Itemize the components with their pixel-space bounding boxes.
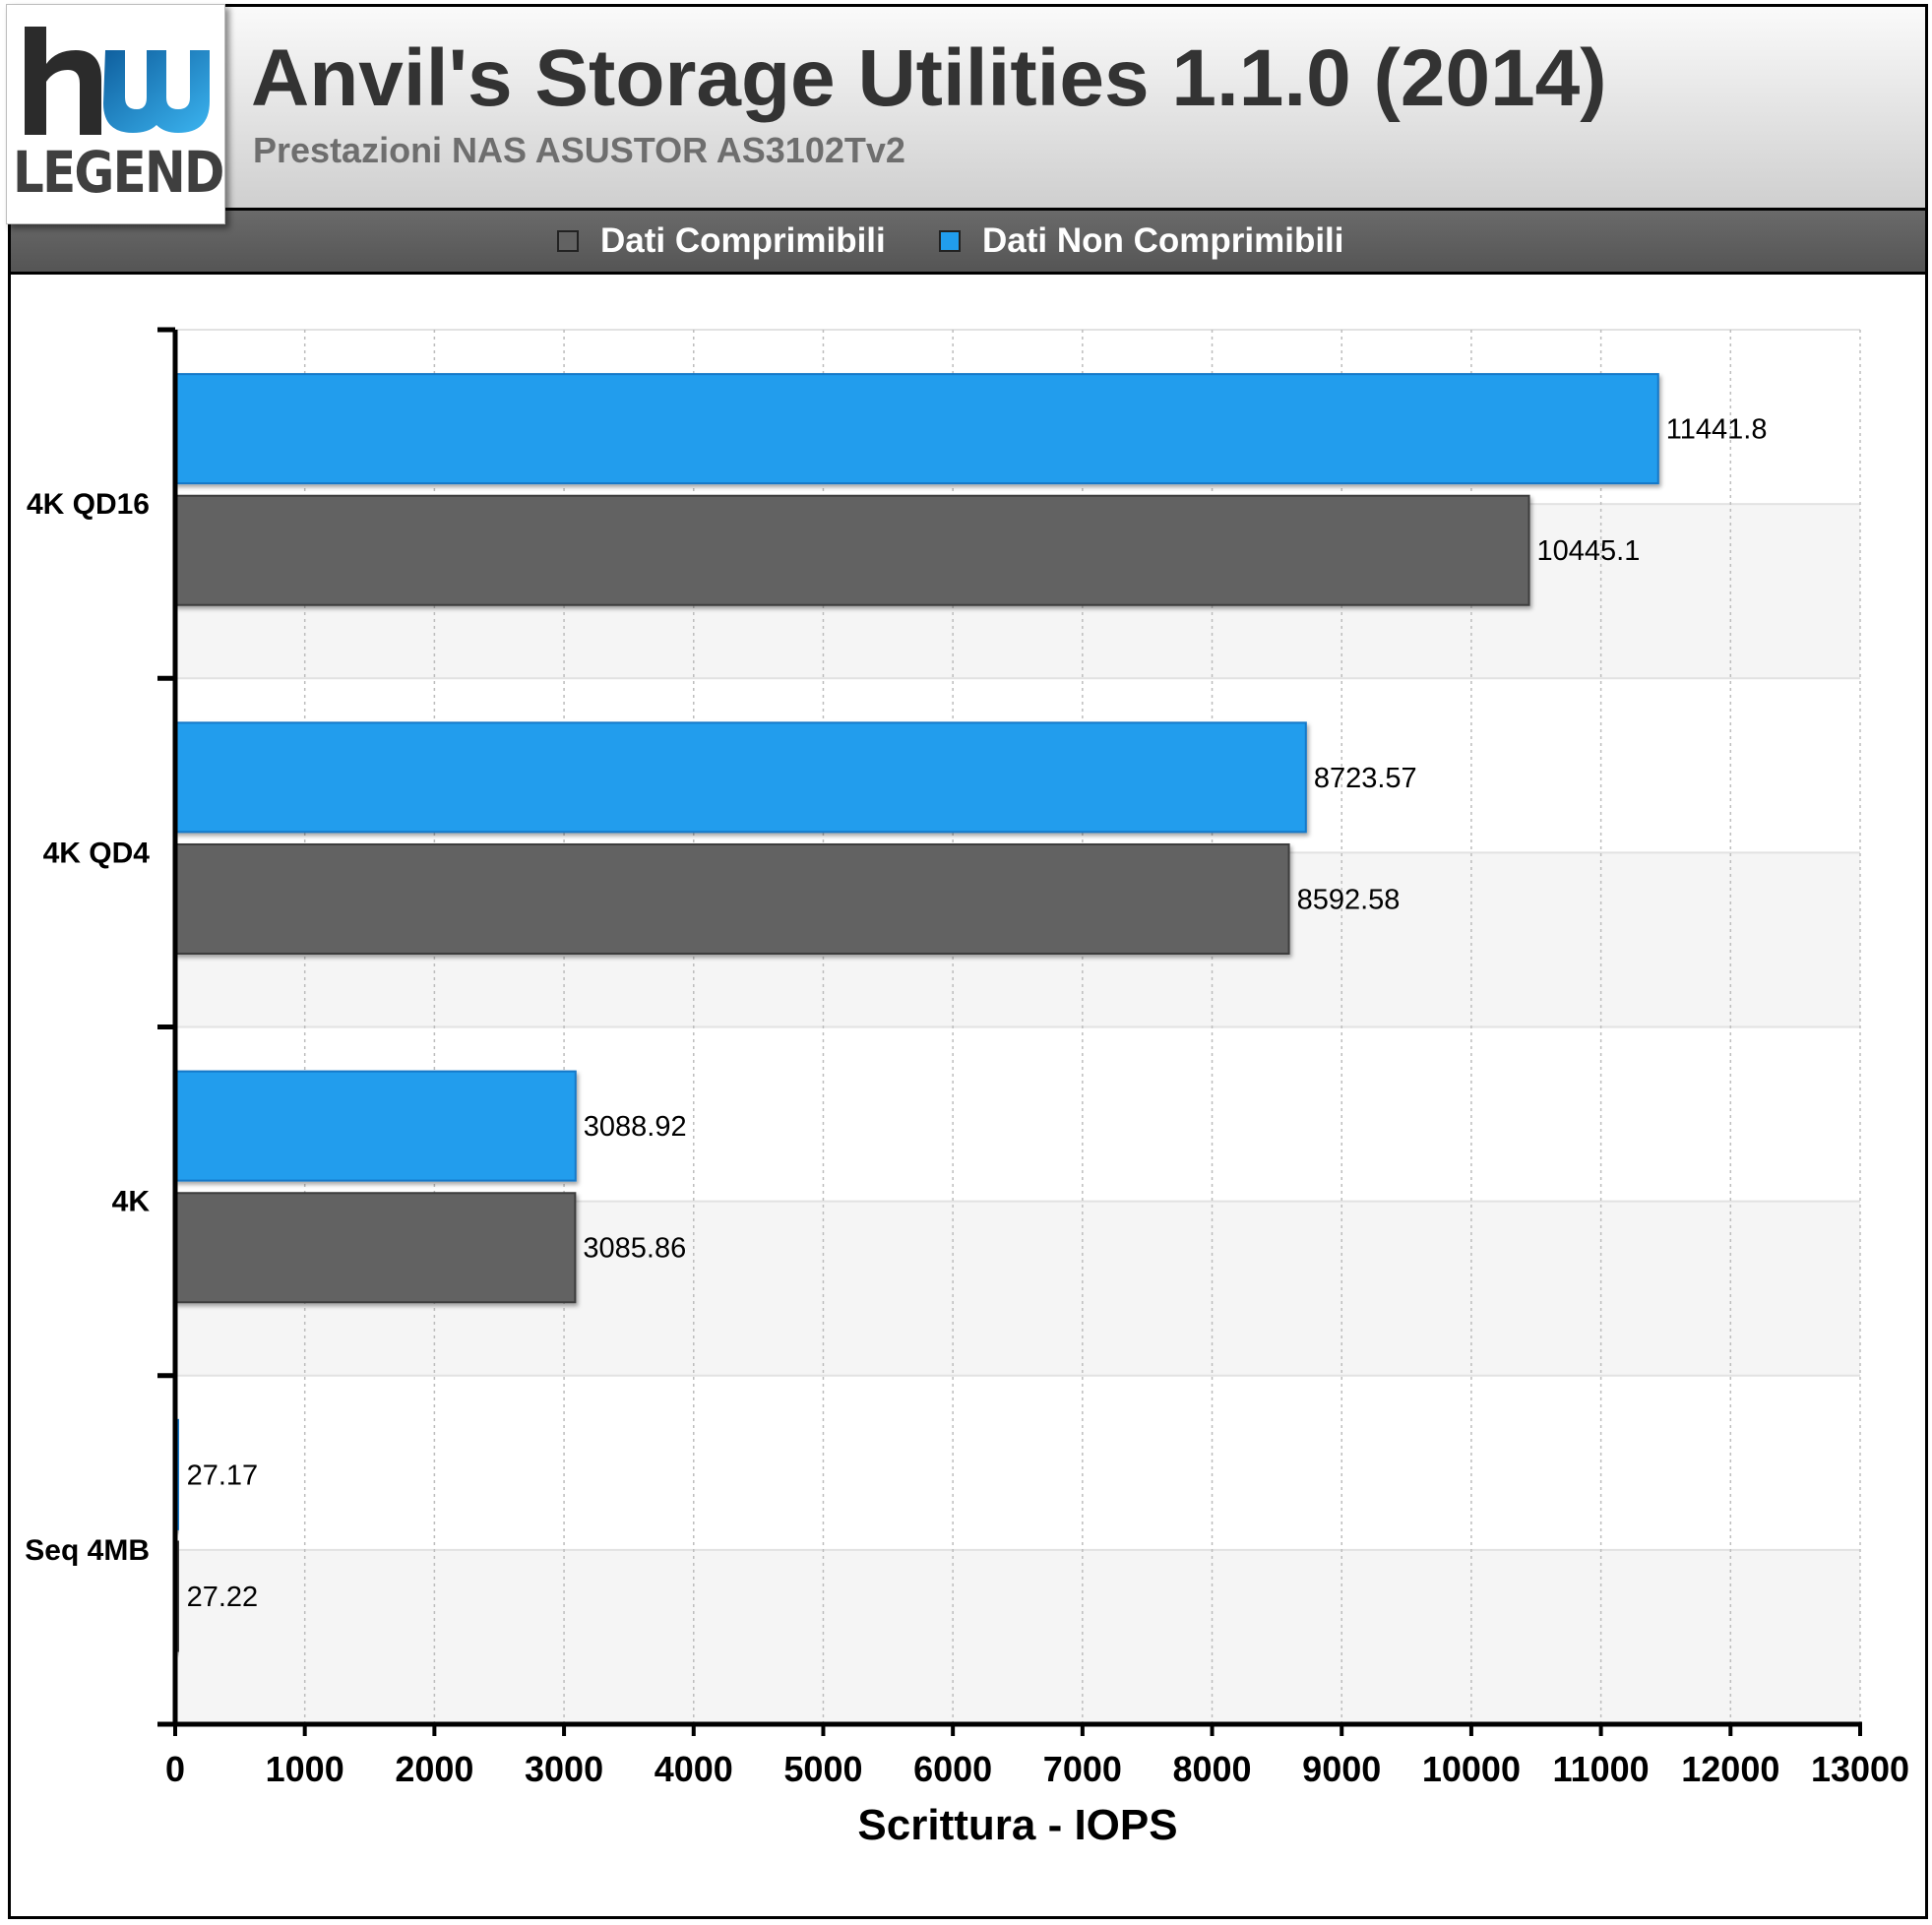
hw-logo-mark-icon [25,27,210,135]
x-tick-label: 4000 [654,1749,733,1789]
chart-title: Anvil's Storage Utilities 1.1.0 (2014) [251,33,1607,123]
x-tick-label: 3000 [525,1749,603,1789]
bar-dati-comprimibili [174,494,1530,606]
bar-value-label: 8723.57 [1314,763,1417,794]
bar-value-label: 27.22 [187,1582,259,1613]
labels: 0 1000 2000 3000 4000 5000 6000 7000 8000 9000 100… [25,414,1909,1849]
legend-label: Dati Comprimibili [600,221,886,260]
x-tick-label: 0 [165,1749,185,1789]
plot-stripe [175,1375,1860,1550]
category-label: 4K [112,1186,151,1218]
legend: Dati Comprimibili Dati Non Comprimibili [8,208,1928,275]
bar-value-label: 3085.86 [583,1233,686,1265]
x-tick-label: 13000 [1811,1749,1909,1789]
legend-item-dati-non-comprimibili: Dati Non Comprimibili [939,211,1344,272]
x-tick-label: 8000 [1172,1749,1251,1789]
legend-label: Dati Non Comprimibili [982,221,1344,260]
logo-wordmark: LEGEND [13,139,224,206]
x-tick-label: 5000 [783,1749,862,1789]
bar-value-label: 11441.8 [1666,414,1768,446]
chart-subtitle: Prestazioni NAS ASUSTOR AS3102Tv2 [253,130,905,170]
x-tick-label: 2000 [395,1749,473,1789]
legend-swatch-gray [557,230,579,252]
x-tick-label: 9000 [1302,1749,1381,1789]
x-tick-label: 1000 [266,1749,344,1789]
bar-dati-non-comprimibili [174,373,1659,485]
bar-value-label: 8592.58 [1297,884,1401,915]
bars [174,373,1659,1652]
legend-item-dati-comprimibili: Dati Comprimibili [557,211,886,272]
bar-value-label: 10445.1 [1537,535,1641,567]
bar-dati-non-comprimibili [174,1070,577,1182]
category-label: Seq 4MB [25,1534,150,1567]
x-tick-label: 6000 [913,1749,992,1789]
category-label: 4K QD16 [27,488,150,521]
x-tick-label: 10000 [1422,1749,1521,1789]
axes [157,327,1862,1736]
x-tick-label: 11000 [1553,1749,1650,1789]
header-panel: Anvil's Storage Utilities 1.1.0 (2014) P… [8,4,1928,210]
legend-swatch-blue [939,230,961,252]
bar-value-label: 3088.92 [584,1111,687,1143]
category-label: 4K QD4 [43,837,151,869]
x-tick-label: 12000 [1681,1749,1779,1789]
x-tick-label: 7000 [1043,1749,1122,1789]
bar-dati-non-comprimibili [174,721,1307,834]
bar-dati-comprimibili [174,1192,577,1304]
x-axis-title: Scrittura - IOPS [857,1801,1177,1849]
bar-dati-comprimibili [174,842,1290,955]
hwlegend-logo: LEGEND [6,4,225,224]
bar-value-label: 27.17 [187,1459,259,1491]
plot-stripe [175,1549,1860,1724]
